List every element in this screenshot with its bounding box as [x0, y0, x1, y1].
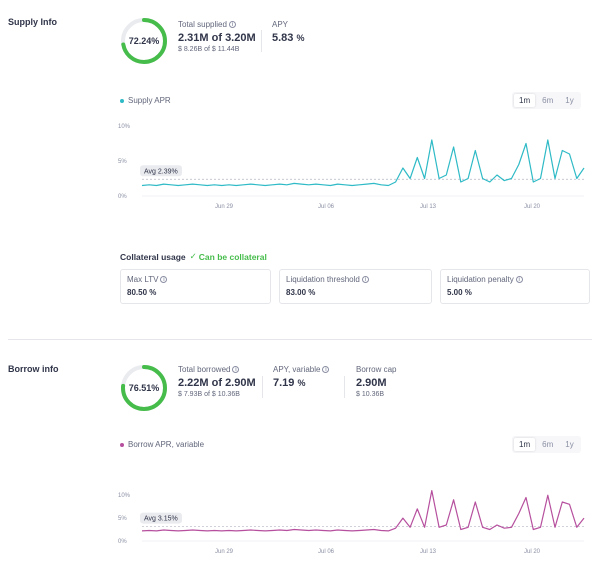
total-supplied-stat: Total supplied i 2.31M of 3.20M $ 8.26B o… [178, 20, 256, 53]
collateral-usage-title: Collateral usage [120, 251, 186, 262]
total-supplied-value: 2.31M of 3.20M [178, 32, 256, 44]
average-label-bg [140, 165, 182, 177]
total-borrowed-label: Total borrowed [178, 365, 231, 374]
liquidation-threshold-card: Liquidation threshold i 83.00 % [279, 269, 432, 304]
supply-range-selector: 1m 6m 1y [512, 92, 581, 109]
supply-apr-chart: 10% 5% 0% Avg 2.39% Jun 29 Jul 06 Jul 13 Jul 20 [118, 124, 585, 210]
borrow-range-selector: 1m 6m 1y [512, 436, 581, 453]
supply-apy-stat: APY 5.83 % [272, 20, 305, 44]
supply-apy-label: APY [272, 20, 289, 29]
max-ltv-value: 80.50 % [127, 288, 157, 297]
legend-dot [120, 98, 124, 103]
y-tick-label: 5% [118, 159, 127, 165]
x-tick-label: Jul 13 [420, 204, 437, 210]
liquidation-threshold-value: 83.00 % [286, 288, 316, 297]
collateral-status-label: Can be collateral [198, 251, 267, 262]
borrow-apy-unit: % [297, 378, 306, 388]
x-tick-label: Jun 29 [215, 204, 234, 210]
supply-chart-legend: Supply APR [120, 96, 171, 105]
check-icon: ✓ [189, 251, 197, 261]
y-tick-label: 0% [118, 539, 127, 545]
y-tick-label: 0% [118, 194, 127, 200]
borrow-cap-label: Borrow cap [356, 365, 397, 374]
x-tick-label: Jul 06 [318, 204, 335, 210]
borrow-cap-value: 2.90M [356, 377, 387, 389]
info-icon[interactable]: i [232, 366, 240, 373]
borrow-apy-label: APY, variable [273, 365, 321, 374]
borrow-cap-usd: $ 10.36B [356, 391, 385, 398]
supply-percent: 72.24% [128, 36, 160, 46]
series-line [141, 139, 585, 187]
info-icon[interactable]: i [361, 276, 369, 283]
borrow-percent: 76.51% [128, 383, 160, 393]
average-label: Avg 2.39% [140, 165, 182, 177]
info-icon[interactable]: i [322, 366, 330, 373]
supply-info-title: Supply Info [8, 17, 57, 27]
average-label-bg [140, 512, 182, 524]
x-tick-label: Jul 13 [420, 549, 437, 555]
borrow-chart-legend: Borrow APR, variable [120, 440, 204, 449]
x-tick-label: Jul 06 [318, 549, 335, 555]
borrow-apy-stat: APY, variable i 7.19 % [273, 365, 330, 389]
range-1y-button[interactable]: 1y [565, 440, 574, 449]
range-1m-button[interactable]: 1m [514, 438, 536, 451]
x-tick-label: Jul 20 [524, 204, 541, 210]
supply-apy-value: 5.83 [272, 32, 294, 44]
max-ltv-label: Max LTV [127, 275, 159, 284]
average-label: Avg 3.15% [140, 512, 182, 524]
total-borrowed-stat: Total borrowed i 2.22M of 2.90M $ 7.93B o… [178, 365, 256, 398]
borrow-cap-stat: Borrow cap 2.90M $ 10.36B [356, 365, 396, 398]
liquidation-penalty-card: Liquidation penalty i 5.00 % [440, 269, 590, 304]
divider [262, 376, 263, 398]
liquidation-threshold-label: Liquidation threshold [286, 275, 360, 284]
info-icon[interactable]: i [160, 276, 168, 283]
info-icon[interactable]: i [515, 276, 523, 283]
collateral-usage: Collateral usage ✓ Can be collateral [120, 251, 267, 262]
y-tick-label: 10% [118, 493, 131, 499]
total-supplied-usd: $ 8.26B of $ 11.44B [178, 46, 240, 53]
total-borrowed-value: 2.22M of 2.90M [178, 377, 256, 389]
borrow-progress-ring [121, 365, 167, 411]
series-line [141, 490, 585, 532]
range-6m-button[interactable]: 6m [542, 440, 554, 449]
info-icon[interactable]: i [228, 21, 236, 28]
y-tick-label: 5% [118, 516, 127, 522]
average-label-text: Avg 3.15% [144, 516, 178, 523]
range-6m-button[interactable]: 6m [542, 96, 554, 105]
x-tick-label: Jul 20 [524, 549, 541, 555]
legend-dot [120, 442, 124, 447]
range-1m-button[interactable]: 1m [514, 94, 536, 107]
y-tick-label: 10% [118, 124, 131, 130]
section-divider [8, 339, 592, 340]
borrow-info-title: Borrow info [8, 364, 59, 374]
x-tick-label: Jun 29 [215, 549, 234, 555]
borrow-apr-chart: 10% 5% 0% Avg 3.15% Jun 29 Jul 06 Jul 13 Jul 20 [118, 490, 585, 555]
borrow-legend-label: Borrow APR, variable [128, 440, 205, 449]
collateral-status: ✓ Can be collateral [190, 251, 267, 262]
range-1y-button[interactable]: 1y [565, 96, 574, 105]
average-label-text: Avg 2.39% [144, 168, 178, 175]
divider [261, 30, 262, 52]
borrow-apy-value: 7.19 [273, 377, 295, 389]
total-borrowed-usd: $ 7.93B of $ 10.36B [178, 391, 240, 398]
supply-legend-label: Supply APR [128, 96, 171, 105]
supply-progress-ring [121, 18, 167, 64]
liquidation-penalty-value: 5.00 % [447, 288, 472, 297]
divider [344, 376, 345, 398]
max-ltv-card: Max LTV i 80.50 % [120, 269, 271, 304]
liquidation-penalty-label: Liquidation penalty [447, 275, 514, 284]
supply-apy-unit: % [296, 33, 305, 43]
total-supplied-label: Total supplied [178, 20, 227, 29]
